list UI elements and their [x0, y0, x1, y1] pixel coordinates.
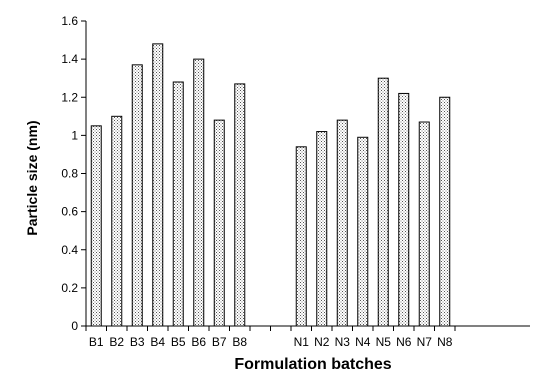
x-tick-label: N1 — [294, 335, 310, 349]
axes-layer — [81, 20, 530, 331]
x-tick-label: B7 — [212, 335, 227, 349]
y-tick-label: 1.2 — [61, 90, 78, 104]
x-tick-label: B8 — [232, 335, 247, 349]
y-tick-label: 1 — [71, 128, 78, 142]
bar-b5 — [172, 81, 184, 327]
y-tick-label: 1.4 — [61, 52, 78, 66]
x-tick-label: B3 — [130, 335, 145, 349]
bar-b8 — [234, 83, 246, 327]
labels-layer: 0 0.2 0.4 0.6 0.8 1 1.2 1.4 1.6 B1 B2 B3 B4 B5 B6 B7 B8 N… — [61, 14, 452, 349]
y-tick-label: 0.4 — [61, 243, 78, 257]
bar-b3 — [131, 64, 143, 327]
x-tick-label: N4 — [355, 335, 371, 349]
y-tick-label: 1.6 — [61, 14, 78, 28]
x-tick-label: N5 — [376, 335, 392, 349]
x-tick-label: B5 — [171, 335, 186, 349]
bar-n1 — [295, 146, 307, 327]
bar-b4 — [152, 43, 164, 327]
bar-b7 — [213, 119, 225, 327]
y-tick-label: 0.8 — [61, 167, 78, 181]
x-tick-label: N3 — [335, 335, 351, 349]
x-tick-label: N8 — [437, 335, 453, 349]
bar-n5 — [377, 77, 389, 327]
bar-n8 — [439, 96, 451, 327]
x-tick-label: N7 — [417, 335, 433, 349]
x-tick-label: B1 — [89, 335, 104, 349]
bars-layer — [90, 43, 451, 327]
bar-b2 — [111, 115, 123, 327]
x-tick-label: B6 — [191, 335, 206, 349]
bar-n4 — [357, 136, 369, 327]
bar-b1 — [90, 125, 102, 327]
bar-n2 — [316, 131, 328, 327]
x-tick-label: N6 — [396, 335, 412, 349]
bar-b6 — [193, 58, 205, 327]
bar-n7 — [418, 121, 430, 327]
x-tick-label: N2 — [314, 335, 330, 349]
y-axis-title: Particle size (nm) — [24, 120, 40, 235]
x-tick-label: B4 — [150, 335, 165, 349]
bar-n6 — [398, 92, 410, 327]
y-tick-label: 0 — [71, 319, 78, 333]
x-axis-title: Formulation batches — [234, 356, 391, 373]
bar-n3 — [336, 119, 348, 327]
y-tick-label: 0.2 — [61, 281, 78, 295]
x-tick-label: B2 — [109, 335, 124, 349]
y-tick-label: 0.6 — [61, 205, 78, 219]
